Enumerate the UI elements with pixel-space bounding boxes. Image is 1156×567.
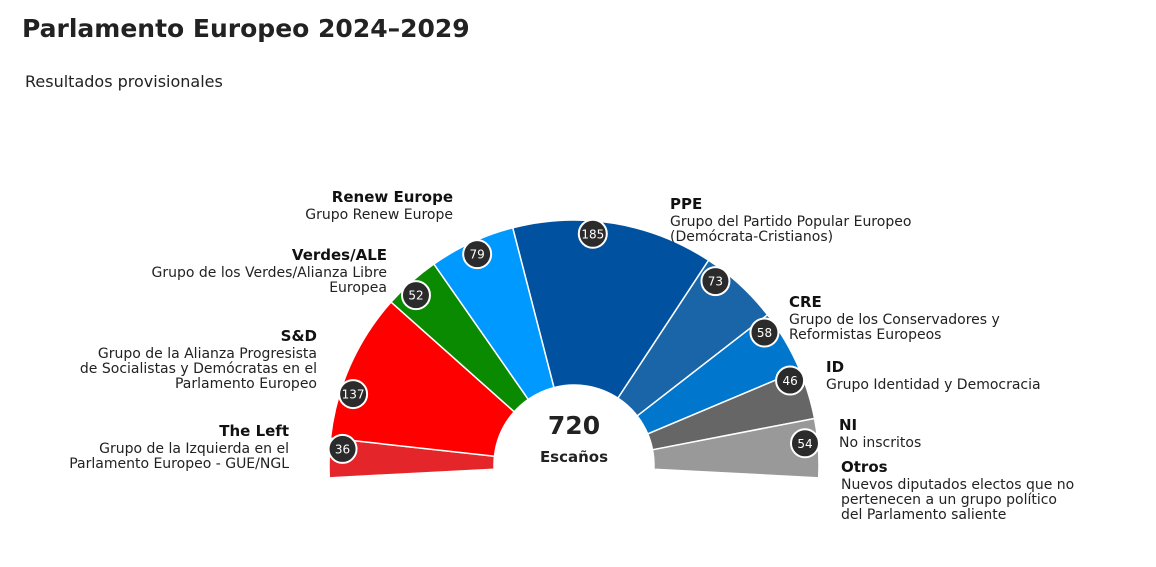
- seat-count: 58: [757, 326, 772, 340]
- group-description-line: Nuevos diputados electos que no: [841, 477, 1074, 493]
- seat-badge-1: 137: [338, 379, 369, 410]
- seat-badge-4: 185: [577, 218, 608, 249]
- group-description-line: Parlamento Europeo - GUE/NGL: [69, 456, 289, 472]
- seat-badge-2: 52: [400, 280, 431, 311]
- seat-badge-6: 58: [749, 317, 780, 348]
- group-description-line: Grupo del Partido Popular Europeo: [670, 214, 911, 230]
- page-subtitle: Resultados provisionales: [25, 72, 223, 91]
- group-description-line: Grupo Identidad y Democracia: [826, 377, 1041, 393]
- group-description-line: Parlamento Europeo: [175, 376, 317, 392]
- group-abbr: PPE: [670, 195, 702, 213]
- seat-count: 137: [342, 388, 365, 402]
- seat-badge-circle: [749, 317, 780, 348]
- total-seats: 720: [548, 411, 600, 440]
- group-description-line: del Parlamento saliente: [841, 507, 1006, 523]
- seat-badge-7: 46: [775, 365, 806, 396]
- group-abbr: ID: [826, 358, 844, 376]
- page-title: Parlamento Europeo 2024–2029: [22, 14, 470, 43]
- segment-1: [329, 300, 516, 458]
- group-description-line: Reformistas Europeos: [789, 327, 941, 343]
- group-description-line: Grupo de los Verdes/Alianza Libre: [152, 265, 387, 281]
- seat-count: 52: [408, 289, 423, 303]
- seat-badge-circle: [462, 239, 493, 270]
- group-abbr: S&D: [281, 327, 317, 345]
- group-description-line: Grupo de los Conservadores y: [789, 312, 1000, 328]
- group-description-line: de Socialistas y Demócratas en el: [80, 361, 317, 377]
- seat-badge-circle: [577, 218, 608, 249]
- group-description-line: Grupo de la Izquierda en el: [99, 441, 289, 457]
- seat-badge-3: 79: [462, 239, 493, 270]
- seat-count: 185: [581, 227, 604, 241]
- seat-badge-5: 73: [700, 266, 731, 297]
- group-abbr: CRE: [789, 293, 822, 311]
- group-abbr: Verdes/ALE: [292, 246, 387, 264]
- seat-badge-circle: [775, 365, 806, 396]
- seat-badge-circle: [700, 266, 731, 297]
- total-seats-label: Escaños: [540, 448, 608, 466]
- seat-count: 73: [708, 275, 723, 289]
- seat-badge-circle: [338, 379, 369, 410]
- seat-count: 54: [797, 437, 812, 451]
- seat-count: 46: [782, 374, 797, 388]
- group-description-line: No inscritos: [839, 435, 921, 451]
- group-description-line: (Demócrata-Cristianos): [670, 229, 833, 245]
- seat-count: 79: [470, 248, 485, 262]
- group-description-line: Grupo Renew Europe: [305, 207, 453, 223]
- group-abbr: NI: [839, 416, 857, 434]
- seat-badge-0: 36: [327, 433, 358, 464]
- group-abbr: The Left: [219, 422, 289, 440]
- group-abbr: Otros: [841, 458, 888, 476]
- seat-badge-circle: [789, 428, 820, 459]
- group-description-line: pertenecen a un grupo político: [841, 492, 1057, 508]
- seat-count: 36: [335, 442, 350, 456]
- seat-badge-8: 54: [789, 428, 820, 459]
- group-abbr: Renew Europe: [332, 188, 453, 206]
- chart-badges: 36 137 52 79 185 73 58 46 54: [327, 218, 820, 464]
- seat-badge-circle: [400, 280, 431, 311]
- chart-center: [495, 386, 653, 544]
- chart-segments: [328, 219, 820, 544]
- segment-4: [511, 219, 710, 400]
- group-description-line: Europea: [329, 280, 387, 296]
- seat-badge-circle: [327, 433, 358, 464]
- group-description-line: Grupo de la Alianza Progresista: [98, 346, 317, 362]
